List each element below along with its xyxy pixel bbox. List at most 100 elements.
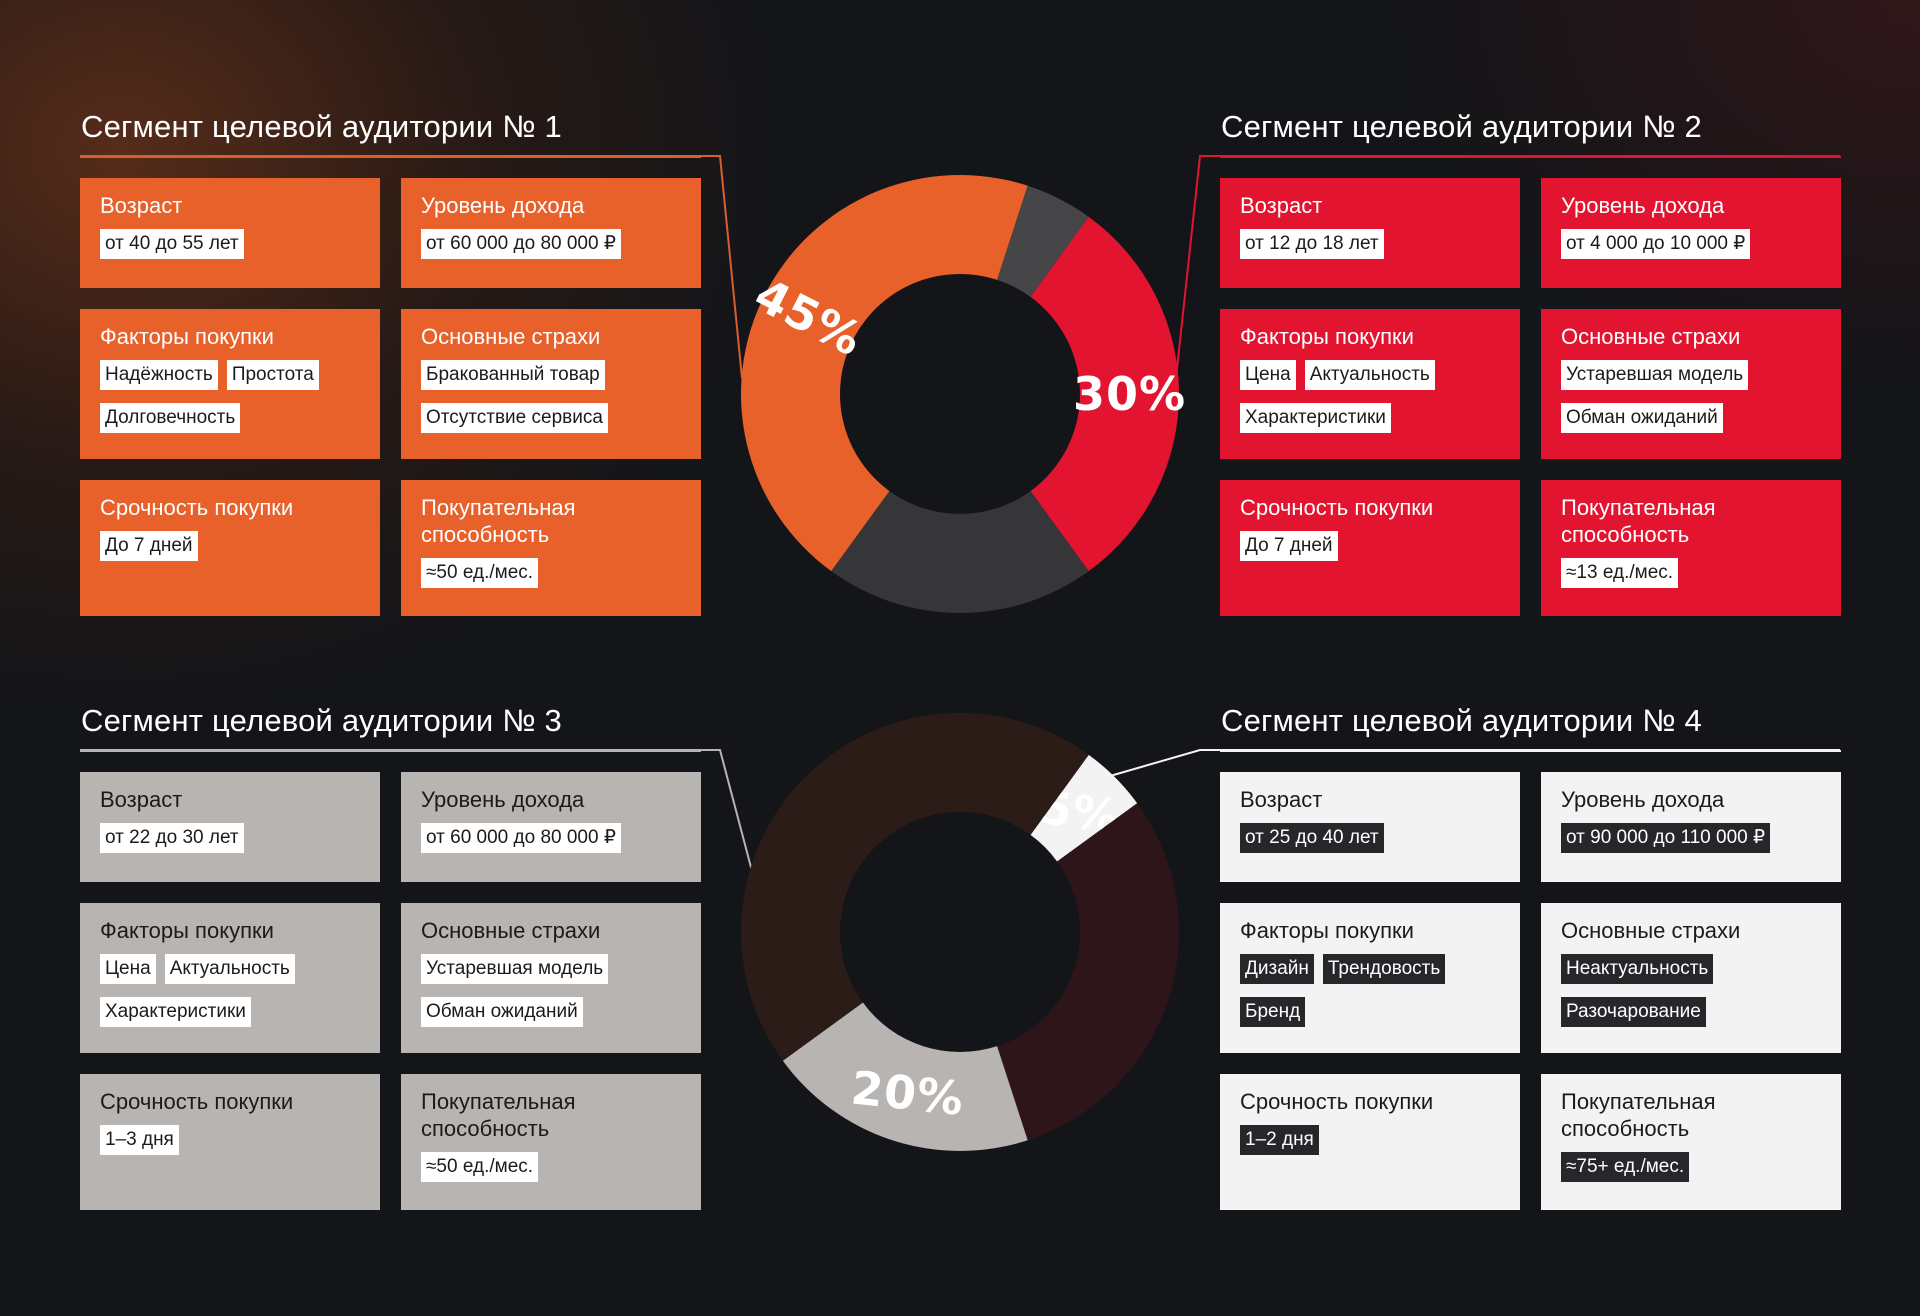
purchasing-power-label: Покупательная способность [1561, 1089, 1716, 1141]
fear-tag: Устаревшая модель [1561, 360, 1749, 390]
factors-card: Факторы покупки Цена Актуальность Характ… [80, 903, 380, 1053]
factor-tag: Дизайн [1240, 954, 1314, 984]
income-card: Уровень дохода от 90 000 до 110 000 ₽ [1541, 772, 1841, 882]
segment-4: Сегмент целевой аудитории № 4 Возраст от… [1220, 702, 1841, 1210]
purchasing-power-label: Покупательная способность [1561, 495, 1716, 547]
urgency-value: 1–3 дня [100, 1125, 179, 1155]
donut-slice [997, 185, 1089, 297]
urgency-card: Срочность покупки 1–3 дня [80, 1074, 380, 1210]
donut-slice-label: 5% [1036, 780, 1123, 845]
segment-title: Сегмент целевой аудитории № 1 [80, 108, 701, 158]
income-label: Уровень дохода [1561, 787, 1725, 812]
purchasing-power-value: ≈13 ед./мес. [1561, 558, 1679, 588]
fear-tag: Обман ожиданий [421, 997, 583, 1027]
urgency-value: До 7 дней [1240, 531, 1338, 561]
segment-title: Сегмент целевой аудитории № 2 [1220, 108, 1841, 158]
fear-tag: Неактуальность [1561, 954, 1714, 984]
income-card: Уровень дохода от 60 000 до 80 000 ₽ [401, 772, 701, 882]
age-value: от 40 до 55 лет [100, 229, 244, 259]
age-value: от 22 до 30 лет [100, 823, 244, 853]
age-label: Возраст [1240, 787, 1323, 812]
fears-label: Основные страхи [421, 918, 601, 943]
factor-tag: Характеристики [1240, 403, 1391, 433]
fears-card: Основные страхи Бракованный товар Отсутс… [401, 309, 701, 459]
donut-chart-1: 45% 30% [741, 174, 1186, 614]
purchasing-power-label: Покупательная способность [421, 1089, 576, 1141]
urgency-value: 1–2 дня [1240, 1125, 1319, 1155]
fears-label: Основные страхи [1561, 918, 1741, 943]
fear-tag: Отсутствие сервиса [421, 403, 608, 433]
factor-tag: Долговечность [100, 403, 241, 433]
income-label: Уровень дохода [421, 787, 585, 812]
factor-tag: Характеристики [100, 997, 251, 1027]
age-card: Возраст от 22 до 30 лет [80, 772, 380, 882]
purchasing-power-label: Покупательная способность [421, 495, 576, 547]
urgency-label: Срочность покупки [1240, 495, 1434, 520]
donut-slice [831, 491, 1089, 614]
segment-2: Сегмент целевой аудитории № 2 Возраст от… [1220, 108, 1841, 616]
segment-cards: Возраст от 25 до 40 лет Уровень дохода о… [1220, 772, 1841, 1210]
urgency-label: Срочность покупки [100, 1089, 294, 1114]
donut-slice-label: 45% [746, 267, 871, 366]
urgency-card: Срочность покупки 1–2 дня [1220, 1074, 1520, 1210]
purchasing-power-value: ≈50 ед./мес. [421, 1152, 539, 1182]
factors-card: Факторы покупки Надёжность Простота Долг… [80, 309, 380, 459]
purchasing-power-card: Покупательная способность ≈50 ед./мес. [401, 1074, 701, 1210]
income-value: от 90 000 до 110 000 ₽ [1561, 823, 1771, 853]
urgency-card: Срочность покупки До 7 дней [1220, 480, 1520, 616]
age-value: от 12 до 18 лет [1240, 229, 1384, 259]
segment-cards: Возраст от 40 до 55 лет Уровень дохода о… [80, 178, 701, 616]
urgency-label: Срочность покупки [100, 495, 294, 520]
factors-card: Факторы покупки Цена Актуальность Характ… [1220, 309, 1520, 459]
urgency-card: Срочность покупки До 7 дней [80, 480, 380, 616]
factor-tag: Актуальность [1304, 360, 1435, 390]
fear-tag: Устаревшая модель [421, 954, 609, 984]
segment-cards: Возраст от 22 до 30 лет Уровень дохода о… [80, 772, 701, 1210]
fear-tag: Бракованный товар [421, 360, 605, 390]
age-value: от 25 до 40 лет [1240, 823, 1384, 853]
factors-label: Факторы покупки [100, 918, 274, 943]
income-card: Уровень дохода от 4 000 до 10 000 ₽ [1541, 178, 1841, 288]
factors-label: Факторы покупки [1240, 918, 1414, 943]
age-label: Возраст [1240, 193, 1323, 218]
urgency-label: Срочность покупки [1240, 1089, 1434, 1114]
fear-tag: Разочарование [1561, 997, 1706, 1027]
income-card: Уровень дохода от 60 000 до 80 000 ₽ [401, 178, 701, 288]
donut-slice [782, 1002, 1028, 1151]
donut-chart-2: 5% 20% [740, 712, 1179, 1151]
donut-slice [740, 712, 1089, 1061]
donut-slice [1030, 216, 1179, 572]
factor-tag: Цена [1240, 360, 1296, 390]
segment-3: Сегмент целевой аудитории № 3 Возраст от… [80, 702, 701, 1210]
donut-slice [997, 803, 1179, 1141]
age-label: Возраст [100, 193, 183, 218]
age-card: Возраст от 12 до 18 лет [1220, 178, 1520, 288]
urgency-value: До 7 дней [100, 531, 198, 561]
fears-card: Основные страхи Устаревшая модель Обман … [401, 903, 701, 1053]
income-value: от 60 000 до 80 000 ₽ [421, 229, 621, 259]
factor-tag: Актуальность [164, 954, 295, 984]
purchasing-power-card: Покупательная способность ≈50 ед./мес. [401, 480, 701, 616]
segment-1: Сегмент целевой аудитории № 1 Возраст от… [80, 108, 701, 616]
factors-label: Факторы покупки [100, 324, 274, 349]
factor-tag: Надёжность [100, 360, 218, 390]
donut-slice [741, 174, 1028, 572]
segment-title: Сегмент целевой аудитории № 4 [1220, 702, 1841, 752]
purchasing-power-card: Покупательная способность ≈75+ ед./мес. [1541, 1074, 1841, 1210]
donut-slice-label: 30% [1073, 367, 1186, 421]
income-label: Уровень дохода [1561, 193, 1725, 218]
fears-card: Основные страхи Устаревшая модель Обман … [1541, 309, 1841, 459]
fears-label: Основные страхи [1561, 324, 1741, 349]
segment-cards: Возраст от 12 до 18 лет Уровень дохода о… [1220, 178, 1841, 616]
fear-tag: Обман ожиданий [1561, 403, 1723, 433]
purchasing-power-value: ≈75+ ед./мес. [1561, 1152, 1690, 1182]
income-value: от 4 000 до 10 000 ₽ [1561, 229, 1751, 259]
factors-card: Факторы покупки Дизайн Трендовость Бренд [1220, 903, 1520, 1053]
factor-tag: Простота [226, 360, 319, 390]
fears-card: Основные страхи Неактуальность Разочаров… [1541, 903, 1841, 1053]
age-card: Возраст от 25 до 40 лет [1220, 772, 1520, 882]
factor-tag: Трендовость [1322, 954, 1446, 984]
donut-slice [1030, 754, 1138, 862]
fears-label: Основные страхи [421, 324, 601, 349]
age-card: Возраст от 40 до 55 лет [80, 178, 380, 288]
